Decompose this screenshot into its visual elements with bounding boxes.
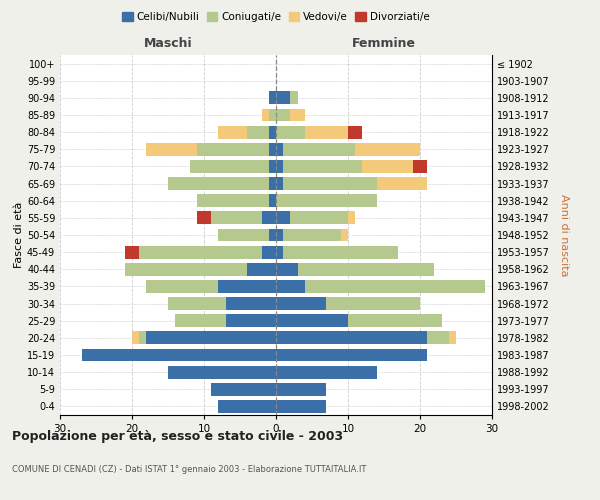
Bar [269, 143, 276, 156]
Bar [276, 383, 326, 396]
Text: Femmine: Femmine [352, 37, 416, 50]
Bar [276, 143, 283, 156]
Bar [262, 212, 276, 224]
Bar [190, 160, 269, 173]
Bar [139, 246, 262, 258]
Bar [276, 332, 427, 344]
Text: Popolazione per età, sesso e stato civile - 2003: Popolazione per età, sesso e stato civil… [12, 430, 343, 443]
Bar [218, 126, 247, 138]
Bar [197, 194, 269, 207]
Bar [283, 228, 341, 241]
Bar [348, 126, 362, 138]
Bar [326, 297, 420, 310]
Text: Maschi: Maschi [143, 37, 193, 50]
Bar [283, 177, 377, 190]
Legend: Celibi/Nubili, Coniugati/e, Vedovi/e, Divorziati/e: Celibi/Nubili, Coniugati/e, Vedovi/e, Di… [120, 10, 432, 24]
Bar [283, 143, 355, 156]
Bar [211, 212, 262, 224]
Bar [146, 280, 218, 293]
Bar [276, 246, 283, 258]
Bar [269, 126, 276, 138]
Bar [146, 332, 276, 344]
Bar [262, 108, 269, 122]
Bar [305, 126, 348, 138]
Bar [276, 280, 305, 293]
Bar [276, 263, 298, 276]
Bar [283, 246, 398, 258]
Bar [276, 228, 283, 241]
Bar [348, 212, 355, 224]
Bar [168, 297, 226, 310]
Bar [427, 332, 449, 344]
Bar [355, 143, 420, 156]
Bar [139, 332, 146, 344]
Bar [197, 212, 211, 224]
Bar [168, 177, 269, 190]
Bar [283, 160, 362, 173]
Bar [197, 143, 269, 156]
Bar [276, 92, 290, 104]
Bar [211, 383, 276, 396]
Bar [276, 297, 326, 310]
Bar [362, 160, 413, 173]
Bar [276, 108, 290, 122]
Bar [276, 194, 377, 207]
Bar [276, 212, 290, 224]
Bar [82, 348, 276, 362]
Bar [276, 400, 326, 413]
Bar [290, 108, 305, 122]
Bar [146, 143, 197, 156]
Bar [276, 177, 283, 190]
Bar [276, 366, 377, 378]
Bar [269, 177, 276, 190]
Y-axis label: Fasce di età: Fasce di età [14, 202, 24, 268]
Bar [290, 212, 348, 224]
Bar [269, 92, 276, 104]
Bar [276, 348, 427, 362]
Bar [218, 228, 269, 241]
Bar [305, 280, 485, 293]
Bar [348, 314, 442, 327]
Bar [276, 160, 283, 173]
Bar [175, 314, 226, 327]
Bar [341, 228, 348, 241]
Bar [269, 194, 276, 207]
Bar [377, 177, 427, 190]
Bar [290, 92, 298, 104]
Bar [247, 263, 276, 276]
Bar [276, 314, 348, 327]
Bar [226, 297, 276, 310]
Text: COMUNE DI CENADI (CZ) - Dati ISTAT 1° gennaio 2003 - Elaborazione TUTTAITALIA.IT: COMUNE DI CENADI (CZ) - Dati ISTAT 1° ge… [12, 465, 367, 474]
Bar [449, 332, 456, 344]
Bar [276, 126, 305, 138]
Bar [226, 314, 276, 327]
Bar [262, 246, 276, 258]
Bar [125, 263, 247, 276]
Bar [168, 366, 276, 378]
Bar [413, 160, 427, 173]
Bar [218, 280, 276, 293]
Bar [247, 126, 269, 138]
Bar [125, 246, 139, 258]
Bar [218, 400, 276, 413]
Bar [298, 263, 434, 276]
Y-axis label: Anni di nascita: Anni di nascita [559, 194, 569, 276]
Bar [269, 228, 276, 241]
Bar [269, 108, 276, 122]
Bar [269, 160, 276, 173]
Bar [132, 332, 139, 344]
